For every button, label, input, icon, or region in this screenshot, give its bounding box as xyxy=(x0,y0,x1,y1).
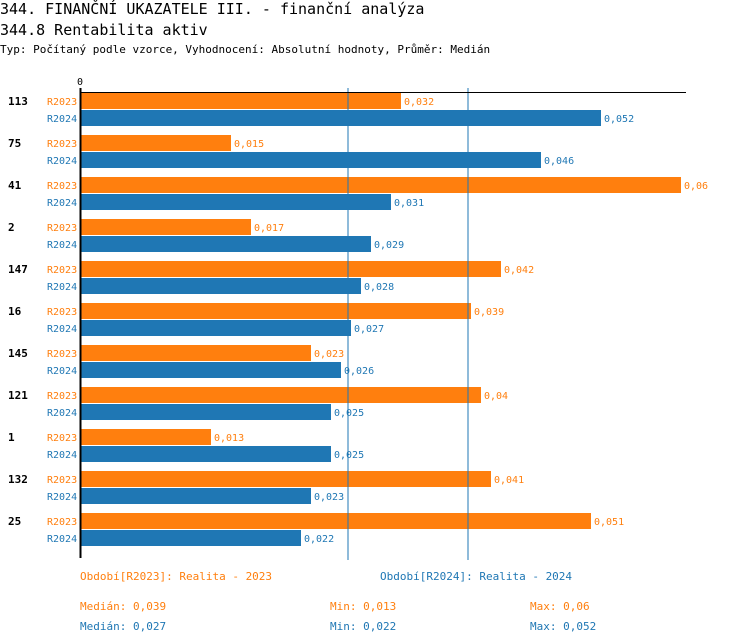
legend-r2024-title: Období[R2024]: Realita - 2024 xyxy=(380,570,573,583)
data-label: 0,042 xyxy=(504,265,534,276)
data-label: 0,025 xyxy=(334,408,364,419)
data-label: 0,017 xyxy=(254,223,284,234)
series-label: R2023 xyxy=(47,223,77,234)
data-label: 0,027 xyxy=(354,324,384,335)
category-label: 16 xyxy=(8,305,22,318)
bar-r2023 xyxy=(81,303,471,319)
series-label: R2023 xyxy=(47,97,77,108)
legend-r2024-min: Min: 0,022 xyxy=(330,620,397,633)
category-label: 75 xyxy=(8,137,21,150)
category-label: 147 xyxy=(8,263,28,276)
series-label: R2023 xyxy=(47,433,77,444)
category-label: 1 xyxy=(8,431,15,444)
bar-r2024 xyxy=(81,446,331,462)
series-label: R2024 xyxy=(47,534,77,545)
category-label: 2 xyxy=(8,221,15,234)
data-label: 0,051 xyxy=(594,517,624,528)
series-label: R2024 xyxy=(47,366,77,377)
legend-r2023-median: Medián: 0,039 xyxy=(80,600,167,613)
series-label: R2023 xyxy=(47,139,77,150)
data-label: 0,023 xyxy=(314,349,344,360)
legend-r2023-max: Max: 0,06 xyxy=(530,600,590,613)
bar-chart: 0 113 R2023 0,032 R2024 0,052 75 R2023 0,015 R202… xyxy=(8,77,708,560)
bar-r2024 xyxy=(81,530,301,546)
series-label: R2024 xyxy=(47,240,77,251)
data-label: 0,028 xyxy=(364,282,394,293)
data-label: 0,015 xyxy=(234,139,264,150)
bar-r2024 xyxy=(81,194,391,210)
category-label: 41 xyxy=(8,179,22,192)
bar-r2024 xyxy=(81,320,351,336)
series-label: R2024 xyxy=(47,408,77,419)
category-label: 145 xyxy=(8,347,28,360)
bar-r2023 xyxy=(81,219,251,235)
bar-r2023 xyxy=(81,429,211,445)
bar-r2023 xyxy=(81,513,591,529)
bar-r2024 xyxy=(81,236,371,252)
legend-r2024-max: Max: 0,052 xyxy=(530,620,597,633)
data-label: 0,046 xyxy=(544,156,574,167)
legend-r2024-median: Medián: 0,027 xyxy=(80,620,167,633)
series-label: R2023 xyxy=(47,265,77,276)
data-label: 0,032 xyxy=(404,97,434,108)
data-label: 0,039 xyxy=(474,307,504,318)
data-label: 0,026 xyxy=(344,366,374,377)
data-label: 0,052 xyxy=(604,114,634,125)
series-label: R2024 xyxy=(47,450,77,461)
data-label: 0,023 xyxy=(314,492,344,503)
data-label: 0,029 xyxy=(374,240,404,251)
chart-description: Typ: Počítaný podle vzorce, Vyhodnocení:… xyxy=(0,43,491,56)
series-label: R2023 xyxy=(47,181,77,192)
series-label: R2024 xyxy=(47,492,77,503)
data-label: 0,041 xyxy=(494,475,524,486)
series-label: R2024 xyxy=(47,324,77,335)
data-label: 0,04 xyxy=(484,391,508,402)
data-label: 0,025 xyxy=(334,450,364,461)
axis-zero-label: 0 xyxy=(77,77,83,88)
page-subtitle: 344.8 Rentabilita aktiv xyxy=(0,21,208,39)
bar-r2023 xyxy=(81,177,681,193)
series-label: R2023 xyxy=(47,349,77,360)
bar-r2024 xyxy=(81,110,601,126)
bar-r2024 xyxy=(81,362,341,378)
data-label: 0,022 xyxy=(304,534,334,545)
bar-r2023 xyxy=(81,135,231,151)
bar-r2023 xyxy=(81,93,401,109)
bar-r2024 xyxy=(81,152,541,168)
bar-r2023 xyxy=(81,471,491,487)
category-label: 132 xyxy=(8,473,28,486)
data-label: 0,031 xyxy=(394,198,424,209)
series-label: R2023 xyxy=(47,475,77,486)
page-title: 344. FINANČNÍ UKAZATELE III. - finanční … xyxy=(0,0,425,18)
series-label: R2024 xyxy=(47,282,77,293)
legend-r2023-title: Období[R2023]: Realita - 2023 xyxy=(80,570,273,583)
data-label: 0,06 xyxy=(684,181,708,192)
category-label: 113 xyxy=(8,95,28,108)
bar-r2024 xyxy=(81,488,311,504)
data-label: 0,013 xyxy=(214,433,244,444)
series-label: R2023 xyxy=(47,517,77,528)
bar-r2024 xyxy=(81,278,361,294)
series-label: R2024 xyxy=(47,156,77,167)
series-label: R2023 xyxy=(47,307,77,318)
bar-r2023 xyxy=(81,387,481,403)
legend-r2023-min: Min: 0,013 xyxy=(330,600,397,613)
series-label: R2023 xyxy=(47,391,77,402)
category-label: 25 xyxy=(8,515,21,528)
category-label: 121 xyxy=(8,389,28,402)
bar-r2023 xyxy=(81,261,501,277)
bar-r2024 xyxy=(81,404,331,420)
bar-r2023 xyxy=(81,345,311,361)
series-label: R2024 xyxy=(47,114,77,125)
series-label: R2024 xyxy=(47,198,77,209)
